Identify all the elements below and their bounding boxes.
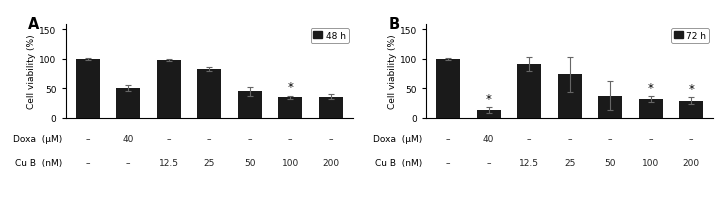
Bar [76,60,100,118]
Bar [517,64,542,118]
Y-axis label: Cell viability (%): Cell viability (%) [28,34,36,109]
Text: A: A [28,17,39,32]
Text: –: – [167,134,171,143]
Text: –: – [328,134,333,143]
Text: 200: 200 [683,159,700,168]
Text: 25: 25 [204,159,215,168]
Text: 50: 50 [604,159,616,168]
Text: –: – [288,134,293,143]
Text: Cu B  (nM): Cu B (nM) [375,159,422,168]
Text: *: * [288,81,293,94]
Text: –: – [608,134,612,143]
Text: 25: 25 [564,159,575,168]
Text: –: – [486,159,491,168]
Text: –: – [649,134,653,143]
Legend: 72 h: 72 h [671,29,709,43]
Bar [319,97,343,118]
Text: *: * [486,92,491,105]
Text: 12.5: 12.5 [519,159,539,168]
Text: –: – [86,159,90,168]
Bar [116,89,141,118]
Text: Doxa  (μM): Doxa (μM) [373,134,422,143]
Text: 100: 100 [642,159,660,168]
Text: 100: 100 [282,159,299,168]
Text: 40: 40 [483,134,494,143]
Bar [477,111,501,118]
Legend: 48 h: 48 h [311,29,349,43]
Bar [436,60,460,118]
Text: 12.5: 12.5 [159,159,179,168]
Text: –: – [689,134,693,143]
Text: B: B [389,17,400,32]
Text: –: – [86,134,90,143]
Text: –: – [446,159,451,168]
Text: *: * [688,82,694,95]
Text: 50: 50 [244,159,256,168]
Bar [638,100,662,118]
Text: Doxa  (μM): Doxa (μM) [12,134,62,143]
Text: –: – [207,134,212,143]
Bar [157,61,181,118]
Bar [598,96,622,118]
Text: –: – [567,134,572,143]
Text: 40: 40 [122,134,134,143]
Text: 200: 200 [323,159,339,168]
Bar [197,70,221,118]
Bar [278,98,302,118]
Text: –: – [248,134,252,143]
Text: *: * [648,81,654,94]
Text: –: – [126,159,130,168]
Y-axis label: Cell viability (%): Cell viability (%) [388,34,397,109]
Text: Cu B  (nM): Cu B (nM) [15,159,62,168]
Bar [237,92,262,118]
Text: –: – [527,134,531,143]
Bar [558,75,582,118]
Bar [679,101,703,118]
Text: –: – [446,134,451,143]
